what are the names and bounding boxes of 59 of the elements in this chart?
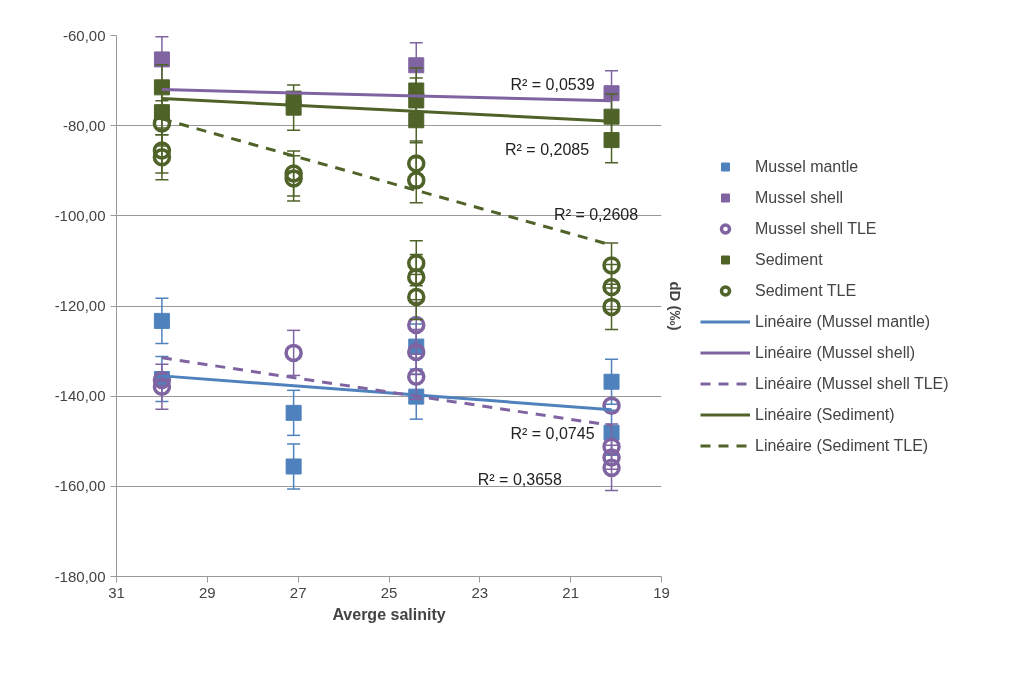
point: [153, 79, 170, 96]
y-tick-label: -80,00: [62, 116, 106, 134]
x-tick-label: 19: [653, 583, 670, 601]
annotation: R² = 0,0539: [510, 75, 595, 93]
x-axis-title: Averge salinity: [332, 605, 446, 623]
point: [602, 277, 621, 297]
point: [602, 256, 621, 275]
point: [407, 287, 426, 307]
point: [603, 132, 620, 149]
point: [408, 112, 425, 129]
point: [603, 108, 620, 125]
y-tick-label: -120,00: [54, 297, 106, 314]
point: [152, 147, 172, 167]
legend-label: Mussel shell: [755, 188, 844, 206]
point: [407, 267, 426, 287]
legend-label: Mussel shell TLE: [755, 219, 877, 237]
point: [152, 141, 172, 160]
point: [153, 312, 170, 329]
point: [285, 458, 302, 475]
point: [602, 396, 621, 415]
y-tick-label: -140,00: [54, 387, 106, 405]
x-tick-label: 31: [108, 583, 125, 601]
x-tick-label: 27: [289, 583, 307, 601]
legend-label: Linéaire (Sediment): [755, 405, 895, 423]
point: [603, 373, 620, 390]
point: [602, 297, 621, 317]
point: [407, 170, 426, 190]
point: [152, 377, 172, 396]
legend-label: Linéaire (Mussel shell): [755, 343, 916, 361]
point: [407, 315, 426, 335]
legend-label: Mussel mantle: [755, 157, 859, 175]
legend-label: Linéaire (Mussel mantle): [755, 312, 931, 330]
point: [285, 404, 302, 421]
y-tick-label: -60,00: [62, 26, 106, 44]
annotation: R² = 0,0745: [510, 424, 595, 442]
legend-label: Linéaire (Sediment TLE): [755, 436, 929, 454]
x-tick-label: 23: [471, 583, 489, 601]
point: [407, 154, 426, 173]
point: [602, 458, 621, 478]
point: [407, 367, 426, 387]
point: [284, 343, 303, 363]
annotation: R² = 0,2085: [505, 140, 590, 158]
annotation: R² = 0,2608: [554, 205, 639, 223]
x-tick-label: 21: [562, 583, 580, 601]
point: [407, 253, 426, 273]
legend-label: Sediment: [755, 250, 823, 268]
x-tick-label: 29: [198, 583, 216, 601]
point: [602, 448, 621, 467]
legend-label: Linéaire (Mussel shell TLE): [755, 374, 949, 392]
y-tick-label: -100,00: [54, 206, 106, 224]
point: [407, 342, 426, 362]
y-axis-title: dD (‰): [666, 281, 684, 331]
y-tick-label: -160,00: [54, 477, 106, 495]
point: [285, 99, 302, 116]
x-tick-label: 25: [380, 583, 398, 601]
point: [602, 437, 621, 456]
legend-label: Sediment TLE: [755, 281, 857, 299]
annotation: R² = 0,3658: [477, 470, 562, 488]
y-tick-label: -180,00: [54, 567, 106, 585]
